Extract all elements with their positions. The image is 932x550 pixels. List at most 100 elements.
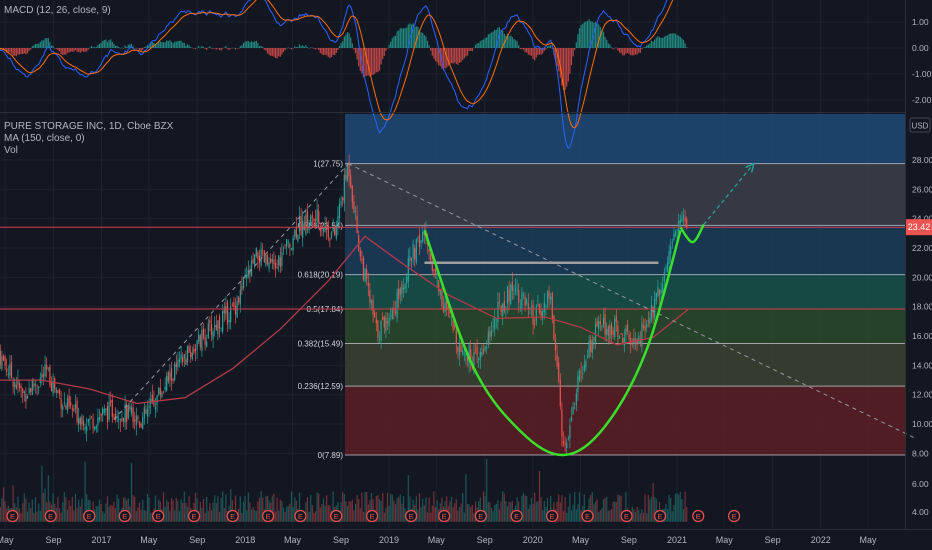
macd-histogram-bar xyxy=(583,22,585,48)
macd-histogram-bar xyxy=(206,48,208,50)
volume-bar xyxy=(543,501,545,522)
macd-histogram-bar xyxy=(190,47,192,48)
volume-bar xyxy=(274,511,277,522)
volume-bar xyxy=(74,494,77,522)
volume-bar xyxy=(207,511,209,522)
macd-histogram-bar xyxy=(439,48,441,66)
candle-body xyxy=(44,364,46,377)
volume-bar xyxy=(473,513,475,522)
volume-bar xyxy=(329,505,331,522)
macd-histogram-bar xyxy=(466,48,469,56)
macd-histogram-bar xyxy=(460,48,462,62)
macd-histogram-bar xyxy=(34,44,37,48)
macd-legend[interactable]: MACD (12, 26, close, 9) xyxy=(4,5,111,17)
candle-body xyxy=(233,301,235,307)
volume-bar xyxy=(167,501,169,522)
candle-body xyxy=(650,305,653,320)
volume-bar xyxy=(636,507,638,522)
candle-body xyxy=(594,323,597,343)
macd-histogram-bar xyxy=(614,47,616,49)
fib-zone xyxy=(345,343,905,387)
macd-histogram-bar xyxy=(342,41,344,48)
candle-body xyxy=(20,385,22,389)
volume-bar xyxy=(41,465,43,522)
macd-histogram-bar xyxy=(297,47,299,48)
macd-histogram-bar xyxy=(242,42,245,48)
volume-bar xyxy=(564,496,566,522)
volume-bar xyxy=(596,499,598,522)
macd-histogram-bar xyxy=(244,41,246,48)
macd-histogram-bar xyxy=(481,40,483,48)
volume-bar xyxy=(118,498,120,522)
macd-histogram-bar xyxy=(561,48,563,86)
candle-body xyxy=(326,225,328,230)
candle-body xyxy=(470,349,472,364)
candle-body xyxy=(158,387,160,395)
candle-body xyxy=(402,287,405,290)
volume-bar xyxy=(284,511,286,522)
macd-histogram-bar xyxy=(372,48,374,76)
macd-histogram-bar xyxy=(401,28,403,48)
candle-body xyxy=(558,362,560,381)
macd-histogram-bar xyxy=(156,42,158,48)
volume-bar xyxy=(316,492,318,522)
volume-bar xyxy=(79,506,81,522)
currency-label[interactable]: USD xyxy=(909,117,931,133)
macd-histogram-bar xyxy=(274,48,277,58)
candle-body xyxy=(82,420,85,426)
macd-histogram-bar xyxy=(7,48,9,54)
candle-body xyxy=(519,306,521,308)
fibonacci-retracement[interactable]: 1(27.75)0.786(23.54)0.618(20.19)0.5(17.8… xyxy=(298,114,905,460)
earnings-marker xyxy=(653,509,667,523)
macd-histogram-bar xyxy=(354,48,357,54)
candle-body xyxy=(351,186,353,203)
candle-body xyxy=(681,218,683,222)
volume-bar xyxy=(620,495,622,522)
volume-bar xyxy=(466,504,469,522)
macd-histogram-bar xyxy=(529,48,531,56)
ma-legend: MA (150, close, 0) xyxy=(4,133,85,144)
candle-body xyxy=(270,258,272,263)
candle-body xyxy=(182,357,184,363)
volume-bar xyxy=(103,513,105,522)
volume-bar xyxy=(172,500,174,522)
volume-bar xyxy=(474,501,477,522)
macd-histogram-bar xyxy=(33,45,35,48)
volume-bar xyxy=(111,505,113,522)
macd-histogram-bar xyxy=(494,29,496,48)
macd-histogram-bar xyxy=(370,48,373,76)
macd-histogram-bar xyxy=(418,30,421,48)
macd-histogram-bar xyxy=(662,37,664,48)
time-tick-label: May xyxy=(0,535,14,545)
candle-body xyxy=(444,301,446,312)
earnings-marker-label: E xyxy=(658,512,663,521)
macd-histogram-bar xyxy=(100,42,102,48)
candle-body xyxy=(622,338,624,344)
candle-body xyxy=(436,277,438,279)
volume-tick-label: 4.00 xyxy=(912,507,929,517)
candle-body xyxy=(478,358,480,360)
price-axis[interactable]: 28.00 26.00 24.00 22.00 20.00 18.00 16.00 14.00… xyxy=(912,17,932,517)
volume-bar xyxy=(449,501,451,522)
time-axis[interactable]: May Sep 2017 May Sep 2018 May Sep 2019 May Sep 2020… xyxy=(0,535,877,545)
candle-body xyxy=(196,340,198,350)
price-legend[interactable]: PURE STORAGE INC, 1D, Cboe BZX MA (150, … xyxy=(4,121,173,157)
candle-body xyxy=(639,338,641,345)
volume-bar xyxy=(78,499,80,522)
volume-bar xyxy=(567,506,569,522)
macd-histogram-bar xyxy=(89,47,91,49)
earnings-marker-label: E xyxy=(230,512,235,521)
macd-histogram-bar xyxy=(207,47,209,48)
macd-histogram-bar xyxy=(286,47,288,49)
candle-body xyxy=(430,254,432,263)
candle-body xyxy=(407,257,409,282)
macd-histogram-bar xyxy=(233,47,235,49)
candle-body xyxy=(116,415,118,419)
volume-bar xyxy=(393,500,395,522)
candle-body xyxy=(114,413,117,421)
macd-histogram-bar xyxy=(23,48,25,54)
candle-body xyxy=(106,406,109,423)
candle-body xyxy=(546,292,549,304)
